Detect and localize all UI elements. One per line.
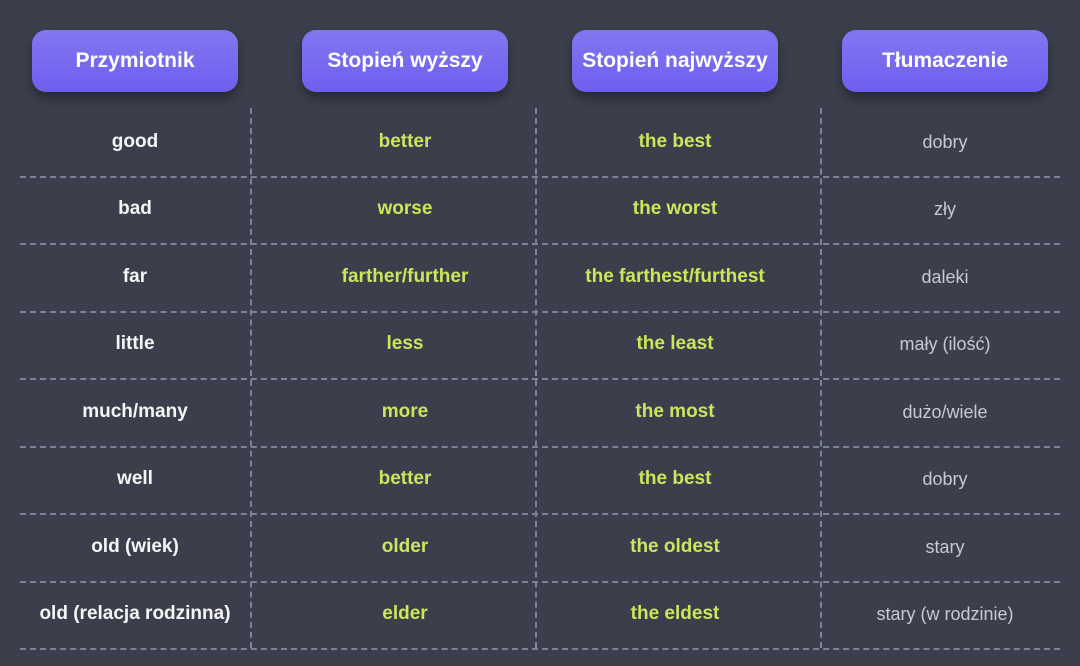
adjective-cell-0: good (0, 108, 270, 176)
table-row-2: far farther/further the farthest/furthes… (0, 243, 1080, 311)
translation-cell-4: dużo/wiele (810, 378, 1080, 446)
table-row-7: old (relacja rodzinna) elder the eldest … (0, 581, 1080, 649)
adjective-cell-3: little (0, 311, 270, 379)
header-col-superlative: Stopień najwyższy (540, 30, 810, 92)
table-body: good better the best dobry bad worse the… (0, 108, 1080, 648)
comparative-cell-7: elder (270, 581, 540, 649)
header-button-stopien-wyzszy: Stopień wyższy (302, 30, 508, 92)
adjective-cell-5: well (0, 446, 270, 514)
comparative-cell-1: worse (270, 176, 540, 244)
header-col-adjective: Przymiotnik (0, 30, 270, 92)
superlative-cell-1: the worst (540, 176, 810, 244)
header-col-translation: Tłumaczenie (810, 30, 1080, 92)
translation-cell-0: dobry (810, 108, 1080, 176)
superlative-cell-7: the eldest (540, 581, 810, 649)
superlative-cell-2: the farthest/furthest (540, 243, 810, 311)
adjective-cell-1: bad (0, 176, 270, 244)
superlative-cell-5: the best (540, 446, 810, 514)
translation-cell-3: mały (ilość) (810, 311, 1080, 379)
translation-cell-6: stary (810, 513, 1080, 581)
translation-cell-7: stary (w rodzinie) (810, 581, 1080, 649)
table-row-1: bad worse the worst zły (0, 176, 1080, 244)
translation-cell-1: zły (810, 176, 1080, 244)
table-row-0: good better the best dobry (0, 108, 1080, 176)
table-row-5: well better the best dobry (0, 446, 1080, 514)
comparative-cell-5: better (270, 446, 540, 514)
superlative-cell-3: the least (540, 311, 810, 379)
table-header-row: Przymiotnik Stopień wyższy Stopień najwy… (0, 30, 1080, 92)
header-button-stopien-najwyzszy: Stopień najwyższy (572, 30, 778, 92)
table-row-6: old (wiek) older the oldest stary (0, 513, 1080, 581)
adjective-cell-6: old (wiek) (0, 513, 270, 581)
comparative-cell-4: more (270, 378, 540, 446)
row-divider-7 (20, 648, 1060, 650)
table-row-4: much/many more the most dużo/wiele (0, 378, 1080, 446)
superlative-cell-0: the best (540, 108, 810, 176)
header-col-comparative: Stopień wyższy (270, 30, 540, 92)
grammar-table: Przymiotnik Stopień wyższy Stopień najwy… (0, 0, 1080, 666)
superlative-cell-4: the most (540, 378, 810, 446)
translation-cell-2: daleki (810, 243, 1080, 311)
comparative-cell-6: older (270, 513, 540, 581)
translation-cell-5: dobry (810, 446, 1080, 514)
comparative-cell-3: less (270, 311, 540, 379)
comparative-cell-2: farther/further (270, 243, 540, 311)
adjective-cell-4: much/many (0, 378, 270, 446)
header-button-tlumaczenie: Tłumaczenie (842, 30, 1048, 92)
comparative-cell-0: better (270, 108, 540, 176)
adjective-cell-2: far (0, 243, 270, 311)
adjective-cell-7: old (relacja rodzinna) (0, 581, 270, 649)
header-button-przymiotnik: Przymiotnik (32, 30, 238, 92)
superlative-cell-6: the oldest (540, 513, 810, 581)
table-row-3: little less the least mały (ilość) (0, 311, 1080, 379)
